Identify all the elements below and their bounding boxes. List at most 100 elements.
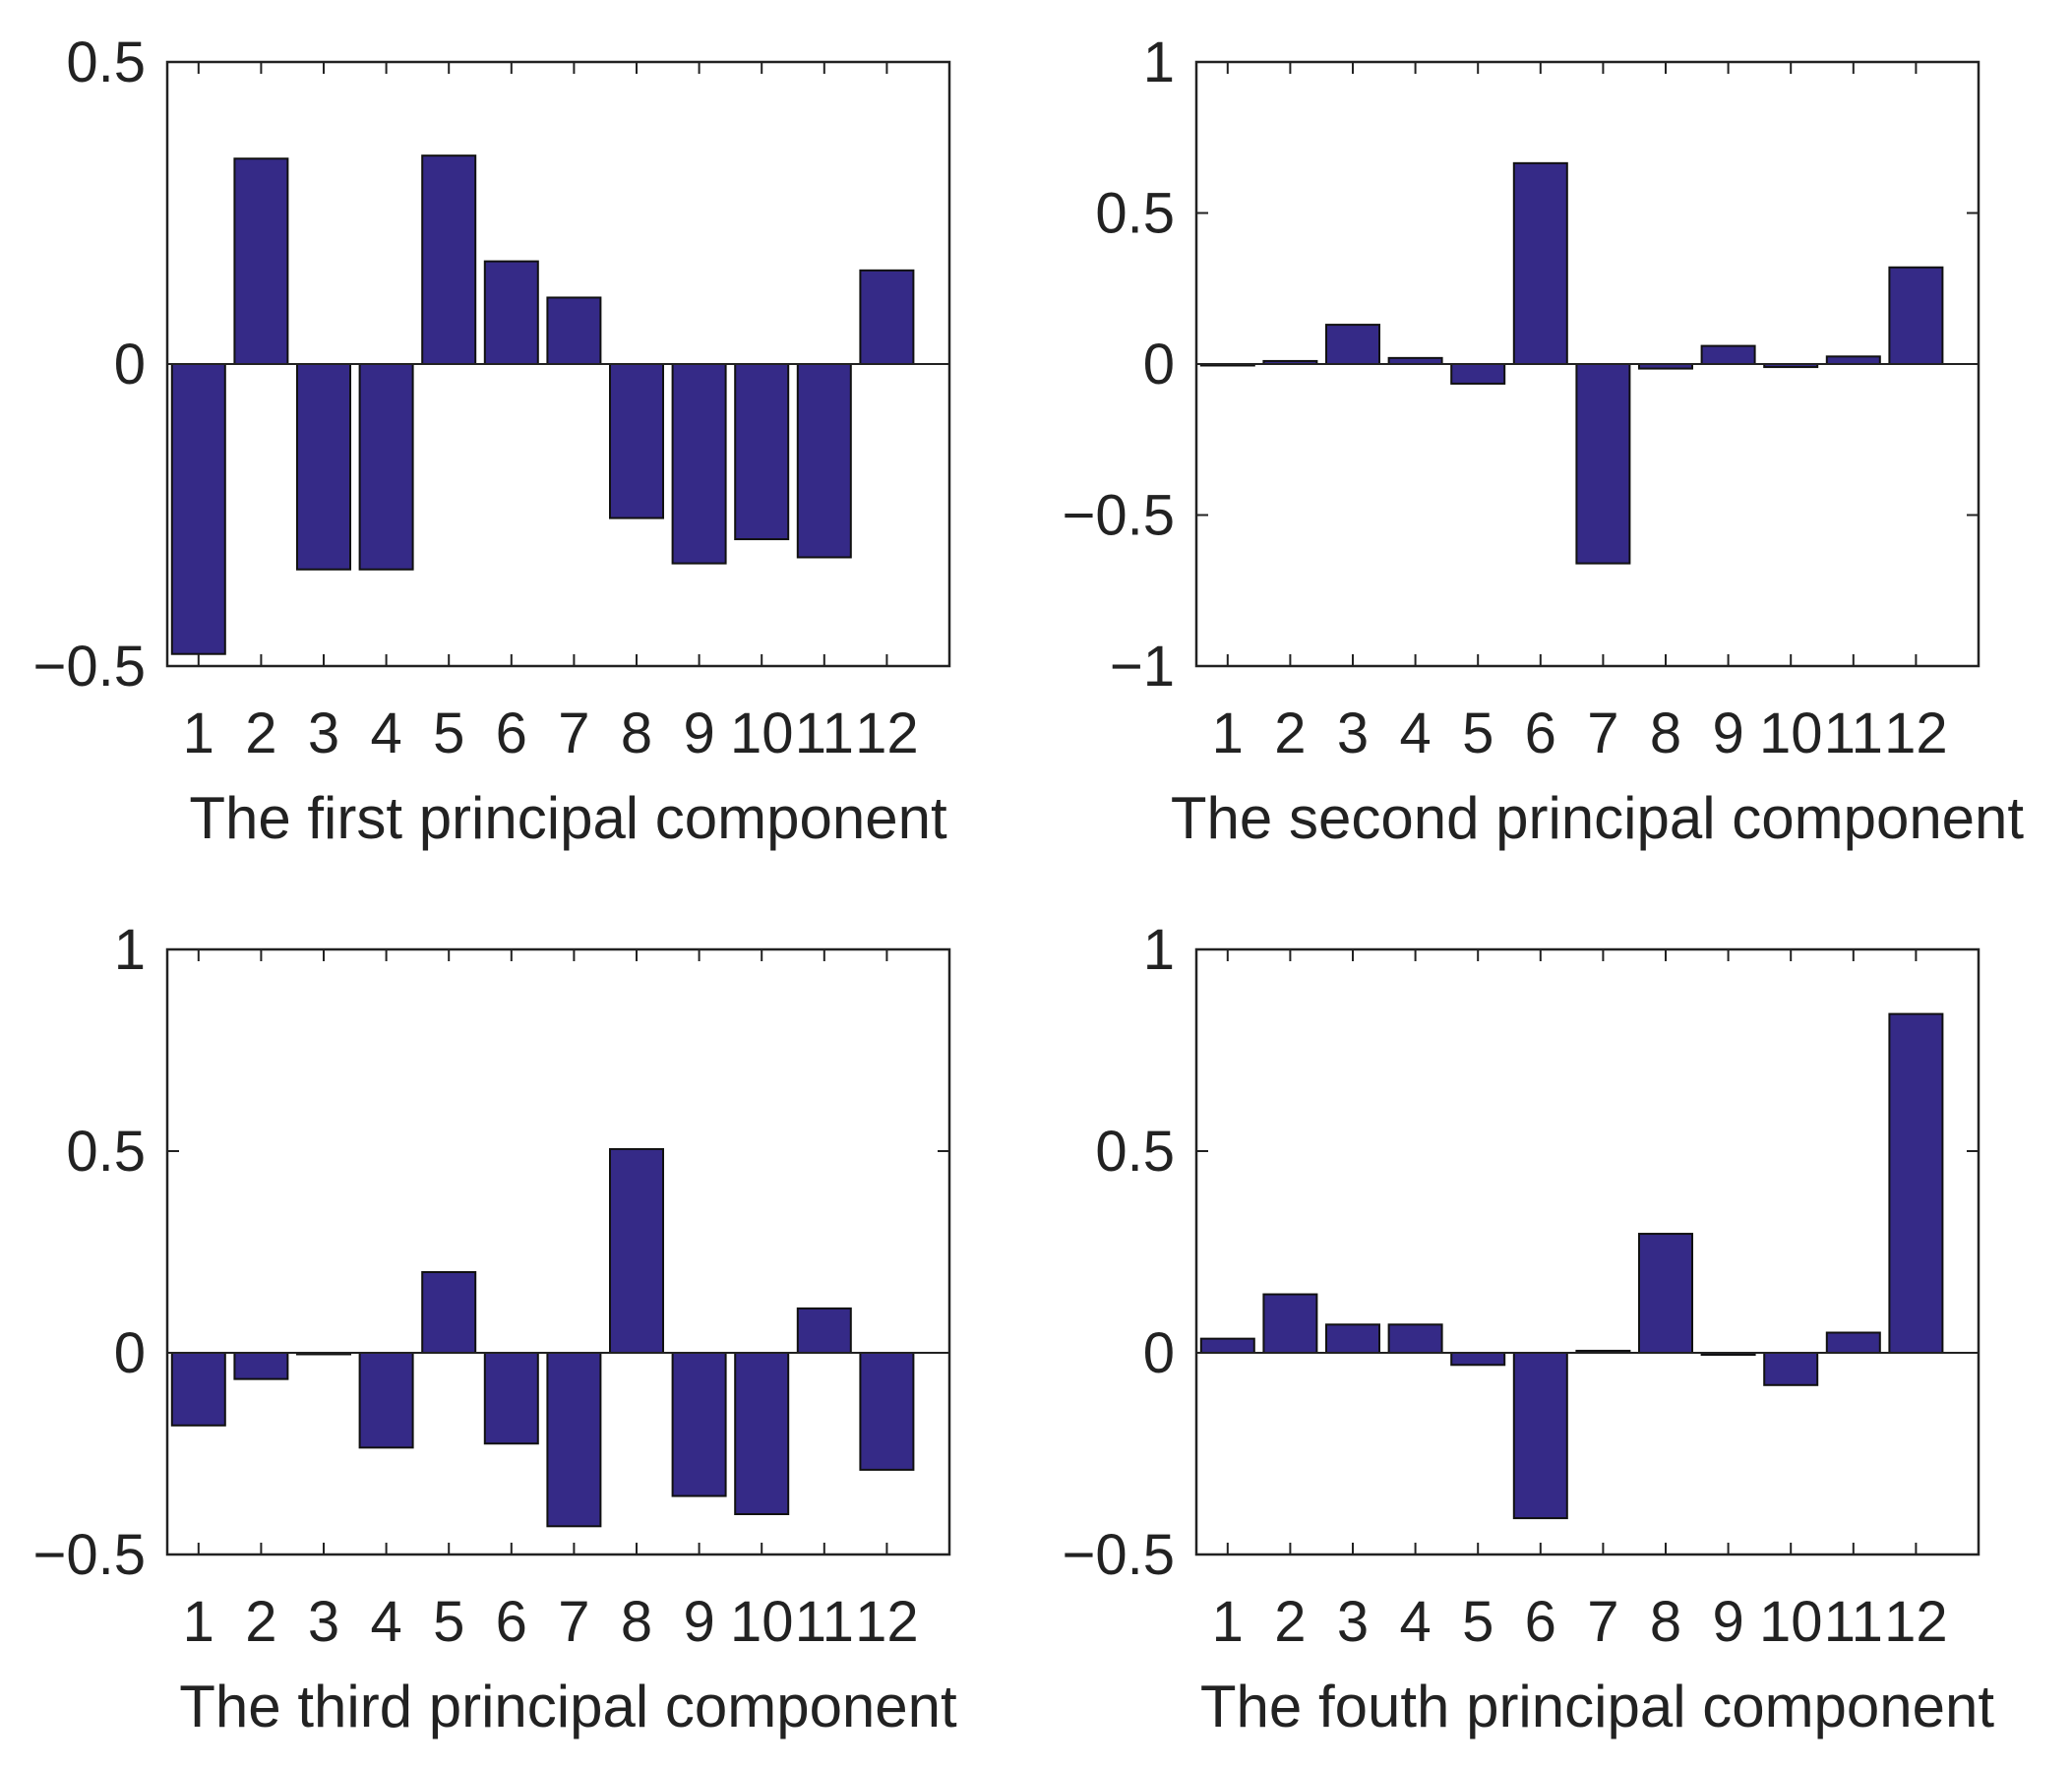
bar-6 (1512, 1352, 1568, 1520)
bar-5 (1450, 363, 1506, 385)
x-tick-label: 9 (1712, 1590, 1743, 1654)
x-tick-label: 6 (496, 1590, 527, 1654)
x-tick-label: 2 (1274, 1590, 1306, 1654)
x-tick-label: 1 (183, 701, 214, 765)
x-tick-label: 2 (245, 1590, 276, 1654)
x-tick-label: 1 (183, 1590, 214, 1654)
y-tick-label: −0.5 (1063, 1523, 1176, 1587)
x-tick-label: 3 (308, 1590, 339, 1654)
y-tick-label: 0 (1143, 333, 1175, 396)
bar-6 (483, 1352, 539, 1445)
y-tick-label: −0.5 (33, 1523, 147, 1587)
bar-6 (483, 260, 539, 365)
bar-12 (1888, 266, 1944, 366)
x-axis-label: The second principal component (1171, 785, 2025, 851)
x-tick-label: 5 (433, 1590, 464, 1654)
bar-7 (1575, 363, 1631, 565)
bar-8 (609, 1147, 664, 1354)
x-tick-label: 8 (1650, 1590, 1681, 1654)
bar-10 (734, 363, 790, 541)
y-tick-label: 0 (114, 1321, 146, 1385)
bar-7 (546, 296, 602, 365)
bar-2 (1262, 1293, 1318, 1355)
bar-12 (859, 1352, 915, 1471)
bar-9 (671, 363, 727, 565)
y-tick-label: −0.5 (1063, 484, 1176, 548)
bar-3 (296, 363, 351, 571)
x-tick-label: 3 (1337, 701, 1369, 765)
x-tick-label: 6 (1525, 701, 1556, 765)
x-tick-label: 9 (1712, 701, 1743, 765)
y-tick-label: 0 (1143, 1321, 1175, 1385)
y-tick-label: −0.5 (33, 635, 147, 699)
x-tick-label: 7 (558, 701, 589, 765)
bar-11 (796, 363, 852, 559)
x-axis-label: The fouth principal component (1200, 1674, 1994, 1739)
x-tick-label: 8 (621, 701, 652, 765)
x-tick-label: 12 (855, 701, 919, 765)
bar-10 (1763, 1352, 1819, 1386)
x-tick-label: 5 (1462, 1590, 1493, 1654)
x-tick-label: 10 (730, 1590, 794, 1654)
y-tick-label: 0.5 (1095, 1120, 1175, 1184)
bar-2 (233, 1352, 289, 1380)
bar-6 (1512, 161, 1568, 365)
x-tick-label: 11 (1824, 701, 1883, 765)
bar-8 (609, 363, 664, 519)
axes-box (165, 947, 951, 1556)
x-tick-label: 7 (1587, 701, 1618, 765)
bar-1 (170, 363, 226, 655)
bar-12 (1888, 1012, 1944, 1354)
bar-4 (1387, 1323, 1443, 1355)
x-tick-label: 11 (795, 701, 854, 765)
bar-5 (421, 1271, 477, 1354)
x-tick-label: 1 (1212, 701, 1244, 765)
x-tick-label: 4 (1399, 701, 1431, 765)
x-axis-label: The third principal component (179, 1674, 957, 1739)
x-tick-label: 2 (245, 701, 276, 765)
bar-5 (421, 154, 477, 365)
x-tick-label: 10 (1759, 701, 1823, 765)
x-tick-label: 5 (433, 701, 464, 765)
x-tick-label: 8 (621, 1590, 652, 1654)
x-tick-label: 4 (370, 701, 401, 765)
x-tick-label: 7 (558, 1590, 589, 1654)
x-tick-label: 8 (1650, 701, 1681, 765)
x-tick-label: 9 (683, 1590, 714, 1654)
x-tick-label: 10 (1759, 1590, 1823, 1654)
y-tick-label: 0.5 (1095, 182, 1175, 246)
bar-4 (358, 1352, 414, 1449)
x-tick-label: 11 (795, 1590, 854, 1654)
bar-1 (1199, 1337, 1255, 1355)
bar-3 (1325, 1323, 1380, 1355)
axes-box (1194, 947, 1981, 1556)
bar-10 (734, 1352, 790, 1515)
x-tick-label: 9 (683, 701, 714, 765)
x-tick-label: 6 (496, 701, 527, 765)
x-tick-label: 11 (1824, 1590, 1883, 1654)
bar-7 (546, 1352, 602, 1528)
x-tick-label: 12 (855, 1590, 919, 1654)
x-tick-label: 2 (1274, 701, 1306, 765)
y-tick-label: 0.5 (66, 30, 146, 94)
x-tick-label: 5 (1462, 701, 1493, 765)
bar-9 (1700, 344, 1756, 365)
y-tick-label: 1 (114, 918, 146, 982)
bar-12 (859, 269, 915, 365)
bar-1 (170, 1352, 226, 1427)
x-tick-label: 3 (308, 701, 339, 765)
bar-11 (1825, 1331, 1881, 1354)
x-tick-label: 10 (730, 701, 794, 765)
bar-9 (671, 1352, 727, 1497)
x-tick-label: 6 (1525, 1590, 1556, 1654)
x-tick-label: 4 (1399, 1590, 1431, 1654)
x-tick-label: 3 (1337, 1590, 1369, 1654)
y-tick-label: 1 (1143, 918, 1175, 982)
bar-11 (1825, 355, 1881, 366)
y-tick-label: 1 (1143, 30, 1175, 94)
